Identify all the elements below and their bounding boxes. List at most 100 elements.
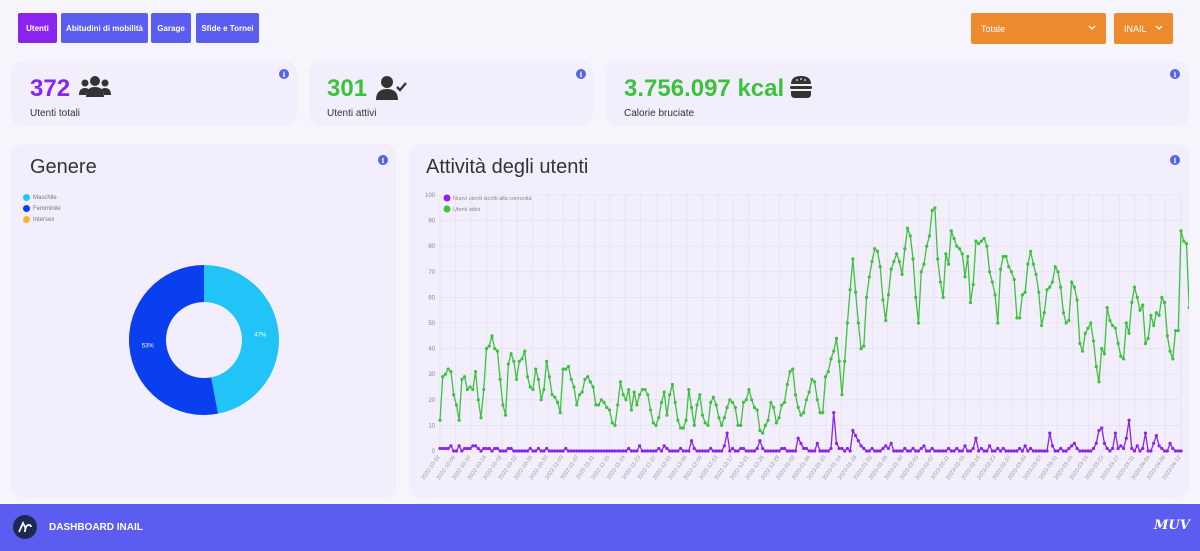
data-point[interactable] — [1108, 449, 1112, 453]
data-point[interactable] — [1012, 449, 1016, 453]
data-point[interactable] — [750, 398, 754, 402]
data-point[interactable] — [1179, 229, 1183, 233]
data-point[interactable] — [1097, 428, 1101, 433]
data-point[interactable] — [599, 398, 603, 402]
data-point[interactable] — [960, 449, 964, 453]
data-point[interactable] — [463, 446, 467, 451]
data-point[interactable] — [695, 403, 699, 407]
data-point[interactable] — [936, 257, 940, 261]
data-point[interactable] — [810, 449, 814, 453]
data-point[interactable] — [815, 441, 819, 445]
data-point[interactable] — [577, 393, 582, 397]
data-point[interactable] — [1143, 431, 1148, 435]
data-point[interactable] — [914, 449, 918, 453]
data-point[interactable] — [1037, 290, 1041, 294]
data-point[interactable] — [1143, 341, 1148, 346]
data-point[interactable] — [985, 244, 989, 248]
data-point[interactable] — [878, 265, 882, 269]
data-point[interactable] — [1009, 449, 1014, 453]
data-point[interactable] — [471, 444, 475, 448]
data-point[interactable] — [528, 446, 532, 451]
data-point[interactable] — [851, 257, 855, 261]
data-point[interactable] — [572, 449, 576, 453]
data-point[interactable] — [933, 449, 937, 453]
data-point[interactable] — [654, 423, 658, 427]
data-point[interactable] — [657, 446, 661, 451]
data-point[interactable] — [1135, 444, 1139, 448]
data-point[interactable] — [1023, 290, 1027, 294]
data-point[interactable] — [892, 449, 896, 453]
data-point[interactable] — [687, 387, 691, 392]
data-point[interactable] — [763, 423, 767, 427]
data-point[interactable] — [796, 436, 800, 440]
data-point[interactable] — [886, 293, 891, 297]
data-point[interactable] — [971, 283, 975, 287]
data-point[interactable] — [1083, 331, 1087, 335]
data-point[interactable] — [1031, 262, 1035, 266]
data-point[interactable] — [837, 359, 841, 363]
data-point[interactable] — [1130, 446, 1134, 451]
data-point[interactable] — [468, 385, 472, 389]
data-point[interactable] — [966, 254, 970, 259]
data-point[interactable] — [624, 449, 628, 453]
data-point[interactable] — [1113, 326, 1117, 330]
data-point[interactable] — [438, 418, 442, 422]
data-point[interactable] — [564, 446, 568, 451]
data-point[interactable] — [534, 449, 538, 453]
data-point[interactable] — [889, 441, 893, 445]
data-point[interactable] — [766, 449, 770, 453]
data-point[interactable] — [495, 349, 500, 353]
data-point[interactable] — [851, 428, 855, 433]
data-point[interactable] — [1132, 285, 1137, 289]
data-point[interactable] — [596, 449, 601, 453]
data-point[interactable] — [867, 449, 871, 453]
data-point[interactable] — [717, 449, 721, 453]
data-point[interactable] — [941, 449, 945, 453]
data-point[interactable] — [517, 359, 521, 363]
data-point[interactable] — [1116, 446, 1120, 451]
data-point[interactable] — [977, 449, 981, 453]
data-point[interactable] — [832, 349, 836, 353]
data-point[interactable] — [659, 400, 664, 404]
data-point[interactable] — [624, 398, 628, 402]
data-point[interactable] — [547, 449, 551, 453]
pie-slice-femminile[interactable] — [129, 265, 219, 415]
data-point[interactable] — [1034, 449, 1038, 453]
data-point[interactable] — [895, 449, 899, 453]
data-point[interactable] — [862, 344, 866, 348]
data-point[interactable] — [1001, 446, 1005, 451]
data-point[interactable] — [854, 434, 858, 438]
data-point[interactable] — [616, 449, 620, 453]
data-point[interactable] — [922, 262, 926, 266]
data-point[interactable] — [484, 347, 489, 351]
data-point[interactable] — [996, 321, 1000, 325]
data-point[interactable] — [750, 449, 754, 453]
data-point[interactable] — [646, 393, 650, 397]
data-point[interactable] — [955, 446, 959, 451]
data-point[interactable] — [832, 411, 836, 415]
data-point[interactable] — [936, 449, 940, 453]
data-point[interactable] — [638, 444, 642, 448]
data-point[interactable] — [646, 449, 650, 453]
data-point[interactable] — [826, 449, 830, 453]
data-point[interactable] — [829, 446, 833, 451]
data-point[interactable] — [613, 423, 617, 427]
data-point[interactable] — [780, 403, 784, 407]
data-point[interactable] — [922, 444, 926, 448]
data-point[interactable] — [1100, 426, 1104, 430]
data-point[interactable] — [982, 236, 986, 241]
data-point[interactable] — [550, 393, 554, 397]
data-point[interactable] — [725, 431, 729, 435]
legend-item-maschile[interactable]: Maschile — [23, 194, 57, 201]
data-point[interactable] — [605, 405, 609, 410]
data-point[interactable] — [875, 249, 880, 253]
data-point[interactable] — [1007, 265, 1011, 269]
data-point[interactable] — [1182, 239, 1186, 243]
data-point[interactable] — [870, 446, 874, 451]
data-point[interactable] — [1004, 449, 1008, 453]
data-point[interactable] — [979, 446, 983, 451]
data-point[interactable] — [1026, 449, 1030, 453]
data-point[interactable] — [993, 449, 997, 453]
data-point[interactable] — [607, 408, 612, 412]
data-point[interactable] — [476, 398, 480, 402]
